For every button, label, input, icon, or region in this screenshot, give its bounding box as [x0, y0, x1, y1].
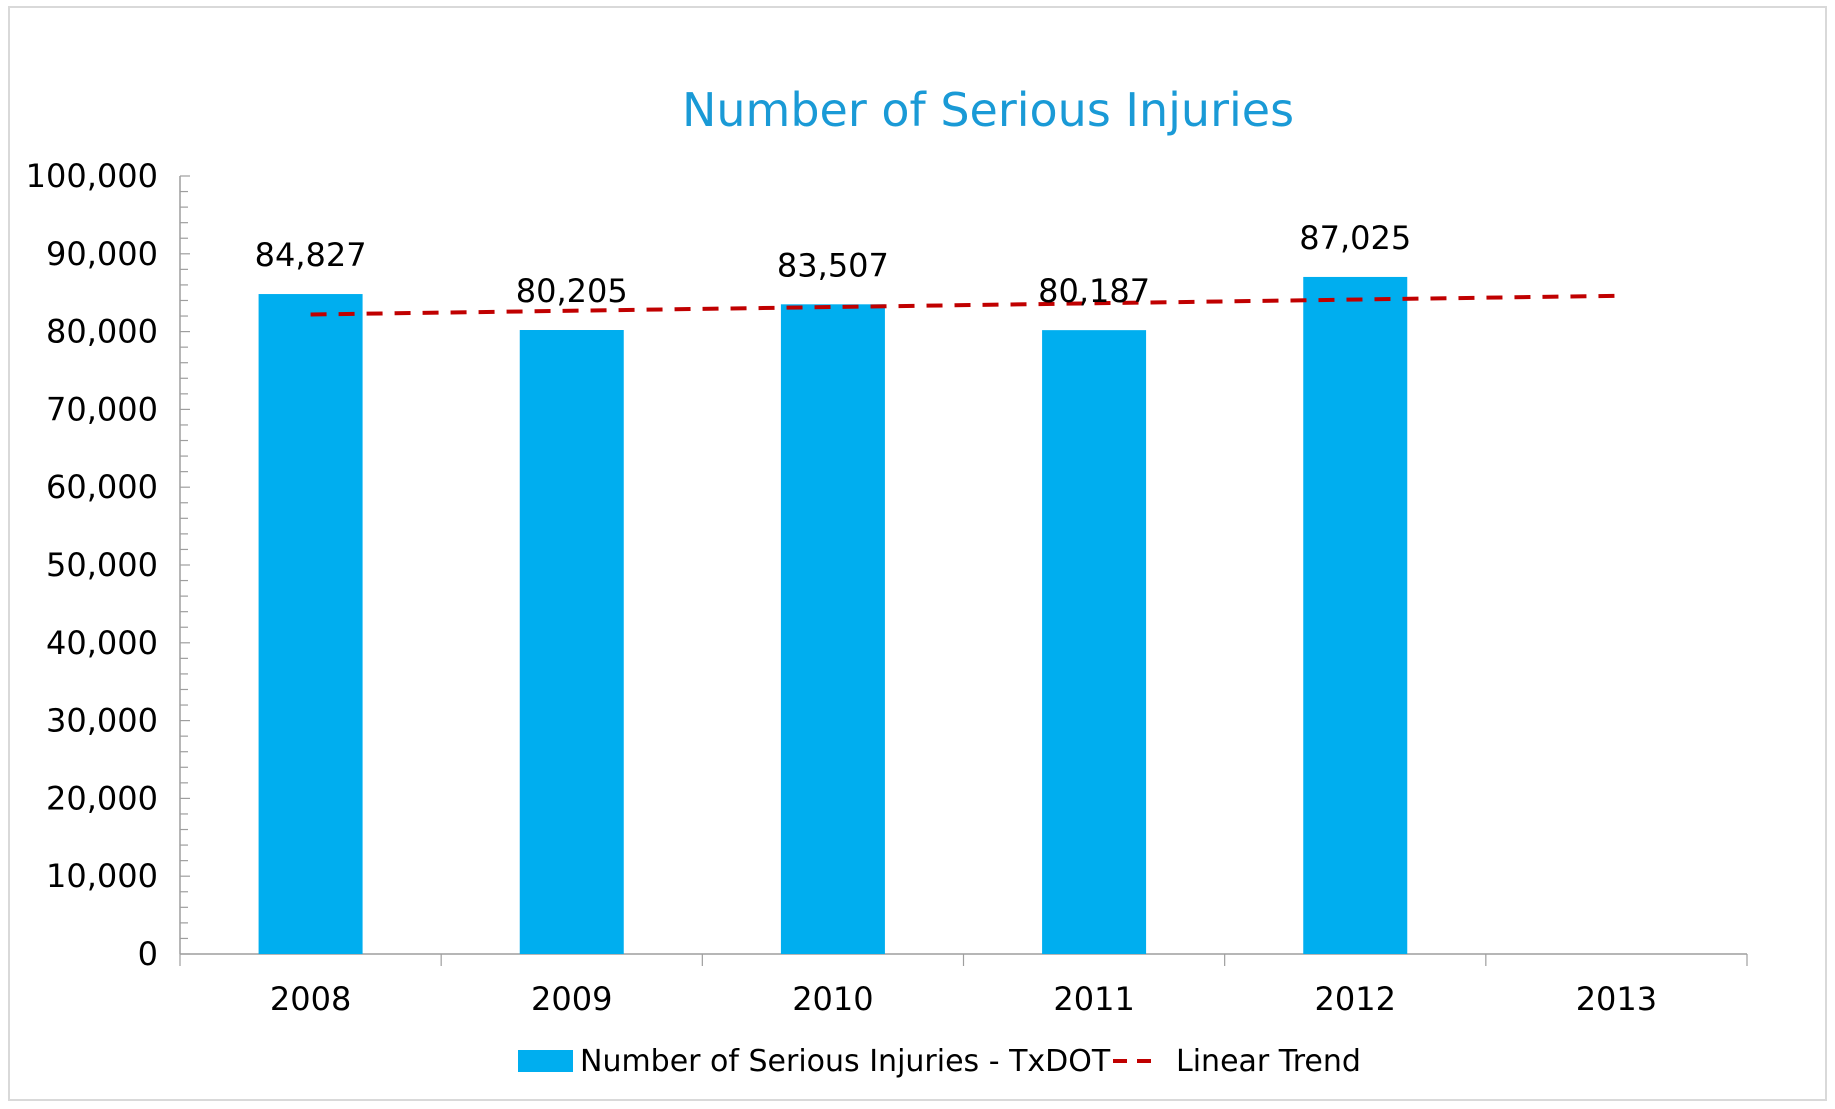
legend: Number of Serious Injuries - TxDOT Linear… — [518, 1044, 1361, 1079]
bar-2008 — [259, 294, 363, 954]
trend-line — [311, 296, 1617, 315]
y-tick-label: 70,000 — [46, 390, 158, 428]
x-tick-label: 2011 — [1053, 980, 1134, 1018]
y-tick-label: 50,000 — [46, 546, 158, 584]
chart-title: Number of Serious Injuries — [682, 83, 1294, 137]
chart-svg: Number of Serious Injuries 0 10,000 20,000… — [10, 8, 1829, 1103]
bar-2010 — [781, 304, 885, 954]
y-tick-label: 30,000 — [46, 702, 158, 740]
y-tick-label: 40,000 — [46, 624, 158, 662]
x-tick-label: 2012 — [1315, 980, 1396, 1018]
x-tick-label: 2013 — [1576, 980, 1657, 1018]
trend-line-layer — [311, 296, 1617, 315]
legend-label-bars: Number of Serious Injuries - TxDOT — [580, 1044, 1111, 1079]
x-tick-label: 2008 — [270, 980, 351, 1018]
data-label-2011: 80,187 — [1038, 272, 1150, 310]
data-labels: 84,827 80,205 83,507 80,187 87,025 — [255, 219, 1412, 310]
bar-2009 — [520, 330, 624, 954]
bar-2012 — [1303, 277, 1407, 954]
bar-2011 — [1042, 330, 1146, 954]
x-tick-label: 2009 — [531, 980, 612, 1018]
legend-swatch-bars — [518, 1050, 573, 1072]
x-tick-label: 2010 — [792, 980, 873, 1018]
bars — [259, 277, 1408, 954]
chart-frame: Number of Serious Injuries 0 10,000 20,000… — [8, 6, 1827, 1101]
data-label-2008: 84,827 — [255, 236, 367, 274]
y-tick-label: 80,000 — [46, 313, 158, 351]
y-tick-label: 0 — [138, 935, 158, 973]
y-tick-label: 20,000 — [46, 779, 158, 817]
legend-label-trend: Linear Trend — [1176, 1044, 1361, 1079]
y-tick-label: 10,000 — [46, 857, 158, 895]
y-tick-label: 90,000 — [46, 235, 158, 273]
data-label-2010: 83,507 — [777, 246, 889, 284]
data-label-2009: 80,205 — [516, 272, 628, 310]
data-label-2012: 87,025 — [1299, 219, 1411, 257]
y-tick-label: 100,000 — [26, 157, 158, 195]
y-tick-label: 60,000 — [46, 468, 158, 506]
